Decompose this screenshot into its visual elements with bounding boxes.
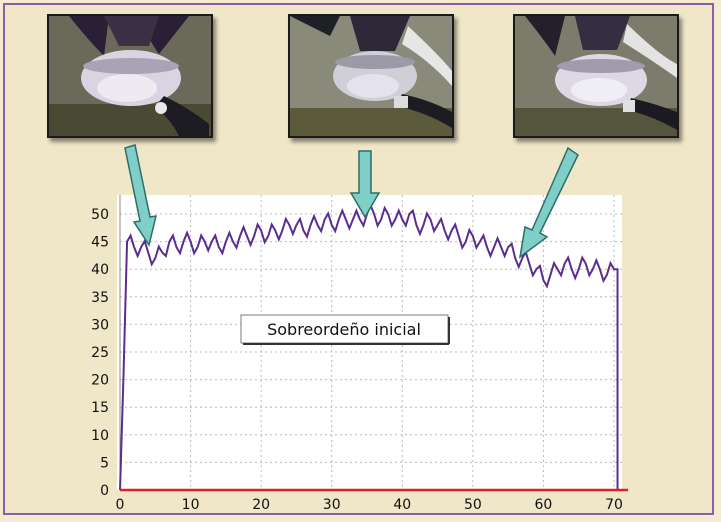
x-tick-label: 20	[252, 497, 270, 513]
figure-frame: 0 5 10 15 20 25 30 35 40 45 50 0 10 20 30 40 50 60 70 Sob…	[3, 3, 714, 515]
y-tick-labels: 0 5 10 15 20 25 30 35 40 45 50	[91, 207, 109, 499]
y-tick-label: 35	[91, 290, 109, 306]
x-tick-label: 10	[182, 497, 200, 513]
x-tick-label: 70	[605, 497, 623, 513]
x-tick-label: 50	[464, 497, 482, 513]
annotation-label: Sobreordeño inicial	[267, 320, 421, 339]
y-tick-label: 40	[91, 262, 109, 278]
y-tick-label: 15	[91, 400, 109, 416]
y-tick-label: 10	[91, 428, 109, 444]
milking-cluster-photo-2	[288, 14, 454, 138]
arrow-1	[124, 144, 157, 247]
x-tick-label: 30	[323, 497, 341, 513]
arrow-2	[349, 150, 381, 219]
arrows	[124, 144, 579, 259]
x-tick-label: 40	[393, 497, 411, 513]
y-tick-label: 50	[91, 207, 109, 223]
arrow-3	[518, 146, 579, 259]
milking-cluster-photo-3	[513, 14, 679, 138]
y-tick-label: 20	[91, 373, 109, 389]
y-tick-label: 5	[100, 455, 109, 471]
x-tick-label: 0	[116, 497, 125, 513]
x-tick-labels: 0 10 20 30 40 50 60 70	[116, 497, 623, 513]
chart: 0 5 10 15 20 25 30 35 40 45 50 0 10 20 30 40 50 60 70 Sob…	[91, 144, 629, 513]
y-tick-label: 25	[91, 345, 109, 361]
annotation-box	[240, 314, 449, 344]
x-tick-label: 60	[535, 497, 553, 513]
y-tick-label: 0	[100, 483, 109, 499]
y-tick-label: 45	[91, 235, 109, 251]
milking-cluster-photo-1	[47, 14, 213, 138]
annotation: Sobreordeño inicial	[240, 314, 450, 345]
y-tick-label: 30	[91, 317, 109, 333]
